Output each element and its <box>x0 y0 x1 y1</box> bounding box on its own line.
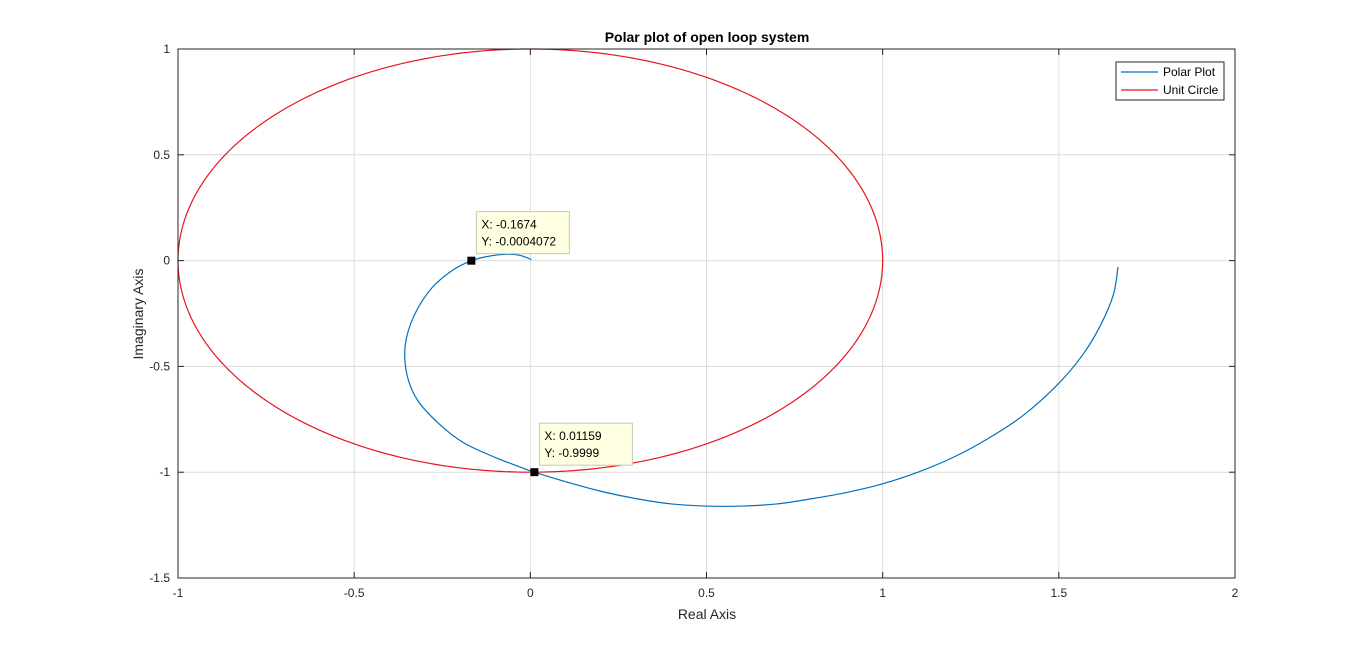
chart-title: Polar plot of open loop system <box>605 29 810 45</box>
datatip-x-value: X: -0.1674 <box>481 218 537 232</box>
y-axis-label: Imaginary Axis <box>130 268 146 359</box>
datatip-marker[interactable] <box>467 256 476 265</box>
x-tick-label: 0 <box>527 586 534 600</box>
y-tick-label: 0.5 <box>153 148 170 162</box>
x-axis-ticks: -1 -0.5 0 0.5 1 1.5 2 <box>173 49 1239 600</box>
datatip-y-value: Y: -0.9999 <box>544 446 599 460</box>
x-tick-label: 0.5 <box>698 586 715 600</box>
x-tick-label: -0.5 <box>344 586 365 600</box>
series-line-polar-plot <box>404 253 1119 507</box>
datatip-y-value: Y: -0.0004072 <box>481 235 556 249</box>
y-tick-label: -1 <box>159 465 170 479</box>
datatip-x-value: X: 0.01159 <box>544 429 601 443</box>
datatips-layer[interactable]: X: -0.1674 Y: -0.0004072 X: 0.01159 Y: -0.9… <box>467 211 633 477</box>
y-tick-label: 0 <box>163 254 170 268</box>
x-tick-label: 2 <box>1232 586 1239 600</box>
legend-label-unit-circle: Unit Circle <box>1163 83 1219 97</box>
datatip-box <box>475 211 570 255</box>
x-axis-label: Real Axis <box>678 606 736 622</box>
datatip-marker[interactable] <box>530 468 539 477</box>
y-axis-ticks: -1.5 -1 -0.5 0 0.5 1 <box>149 42 1235 585</box>
y-tick-label: 1 <box>163 42 170 56</box>
legend-box <box>1115 61 1225 101</box>
plot-area[interactable]: -1 -0.5 0 0.5 1 1.5 2 -1.5-1-0.500.51 X: -0.16… <box>149 42 1238 600</box>
datatip[interactable]: X: 0.01159 Y: -0.9999 <box>530 422 633 477</box>
legend[interactable]: Polar Plot Unit Circle <box>1115 61 1225 101</box>
x-tick-label: 1 <box>879 586 886 600</box>
datatip-box <box>538 422 633 466</box>
x-tick-label: 1.5 <box>1050 586 1067 600</box>
y-tick-label: -0.5 <box>149 359 170 373</box>
x-tick-label: -1 <box>173 586 184 600</box>
datatip[interactable]: X: -0.1674 Y: -0.0004072 <box>467 211 570 265</box>
y-tick-label: -1.5 <box>149 571 170 585</box>
legend-label-polar-plot: Polar Plot <box>1163 65 1216 79</box>
